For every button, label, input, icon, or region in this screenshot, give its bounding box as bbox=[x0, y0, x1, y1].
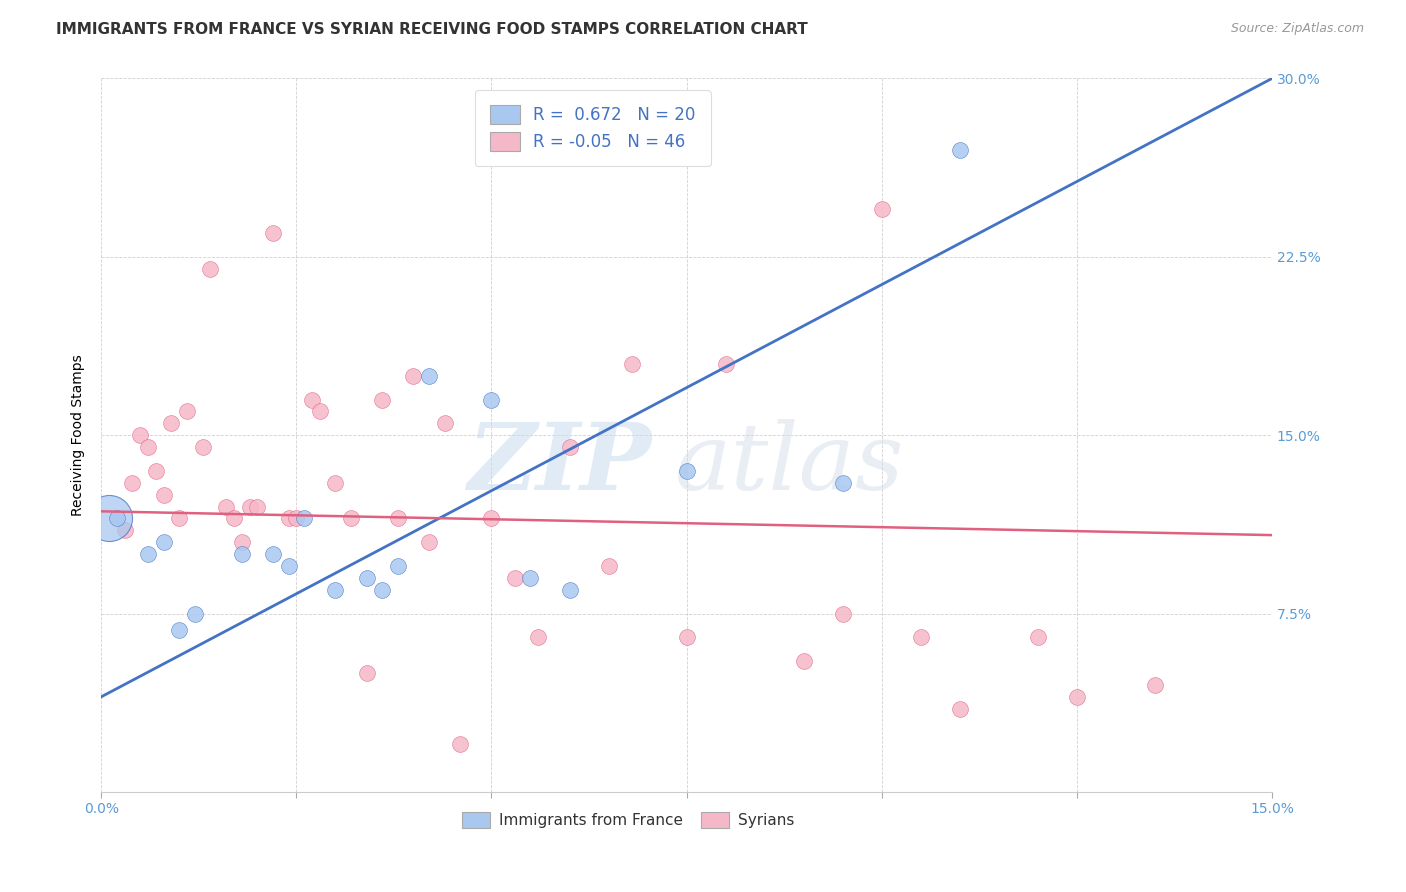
Point bbox=[949, 702, 972, 716]
Point bbox=[675, 464, 697, 478]
Point bbox=[558, 582, 581, 597]
Point bbox=[325, 582, 347, 597]
Point bbox=[527, 631, 550, 645]
Point bbox=[152, 488, 174, 502]
Point bbox=[238, 500, 260, 514]
Point bbox=[215, 500, 238, 514]
Point bbox=[285, 511, 308, 525]
Point bbox=[371, 392, 394, 407]
Point bbox=[402, 368, 425, 383]
Point bbox=[387, 559, 409, 574]
Point bbox=[200, 261, 222, 276]
Point bbox=[1026, 631, 1049, 645]
Point bbox=[481, 392, 503, 407]
Point bbox=[371, 582, 394, 597]
Point bbox=[277, 511, 299, 525]
Point bbox=[121, 475, 143, 490]
Point bbox=[418, 368, 440, 383]
Point bbox=[114, 524, 136, 538]
Point bbox=[277, 559, 299, 574]
Point bbox=[246, 500, 269, 514]
Point bbox=[136, 440, 159, 454]
Point bbox=[308, 404, 330, 418]
Point bbox=[558, 440, 581, 454]
Point bbox=[176, 404, 198, 418]
Point bbox=[292, 511, 315, 525]
Point bbox=[418, 535, 440, 549]
Point bbox=[129, 428, 152, 442]
Point bbox=[262, 547, 284, 561]
Text: IMMIGRANTS FROM FRANCE VS SYRIAN RECEIVING FOOD STAMPS CORRELATION CHART: IMMIGRANTS FROM FRANCE VS SYRIAN RECEIVI… bbox=[56, 22, 808, 37]
Point bbox=[519, 571, 541, 585]
Point bbox=[301, 392, 323, 407]
Point bbox=[503, 571, 526, 585]
Point bbox=[910, 631, 932, 645]
Point bbox=[191, 440, 214, 454]
Point bbox=[831, 607, 853, 621]
Point bbox=[222, 511, 245, 525]
Point bbox=[340, 511, 363, 525]
Point bbox=[675, 631, 697, 645]
Point bbox=[262, 226, 284, 240]
Point bbox=[831, 475, 853, 490]
Text: ZIP: ZIP bbox=[467, 418, 651, 508]
Point bbox=[793, 654, 815, 668]
Point bbox=[167, 624, 190, 638]
Point bbox=[152, 535, 174, 549]
Point bbox=[98, 511, 121, 525]
Point bbox=[949, 143, 972, 157]
Point bbox=[449, 738, 471, 752]
Point bbox=[387, 511, 409, 525]
Point bbox=[167, 511, 190, 525]
Point bbox=[1066, 690, 1088, 704]
Point bbox=[433, 417, 456, 431]
Text: atlas: atlas bbox=[675, 418, 904, 508]
Text: Source: ZipAtlas.com: Source: ZipAtlas.com bbox=[1230, 22, 1364, 36]
Point bbox=[145, 464, 167, 478]
Point bbox=[620, 357, 643, 371]
Point bbox=[481, 511, 503, 525]
Point bbox=[714, 357, 737, 371]
Point bbox=[1143, 678, 1166, 692]
Point bbox=[231, 547, 253, 561]
Y-axis label: Receiving Food Stamps: Receiving Food Stamps bbox=[72, 354, 86, 516]
Point bbox=[356, 666, 378, 681]
Point bbox=[598, 559, 620, 574]
Point bbox=[870, 202, 893, 217]
Point bbox=[105, 511, 128, 525]
Point bbox=[184, 607, 207, 621]
Point bbox=[356, 571, 378, 585]
Point bbox=[231, 535, 253, 549]
Point bbox=[136, 547, 159, 561]
Legend: Immigrants from France, Syrians: Immigrants from France, Syrians bbox=[456, 805, 800, 834]
Point bbox=[160, 417, 183, 431]
Point bbox=[325, 475, 347, 490]
